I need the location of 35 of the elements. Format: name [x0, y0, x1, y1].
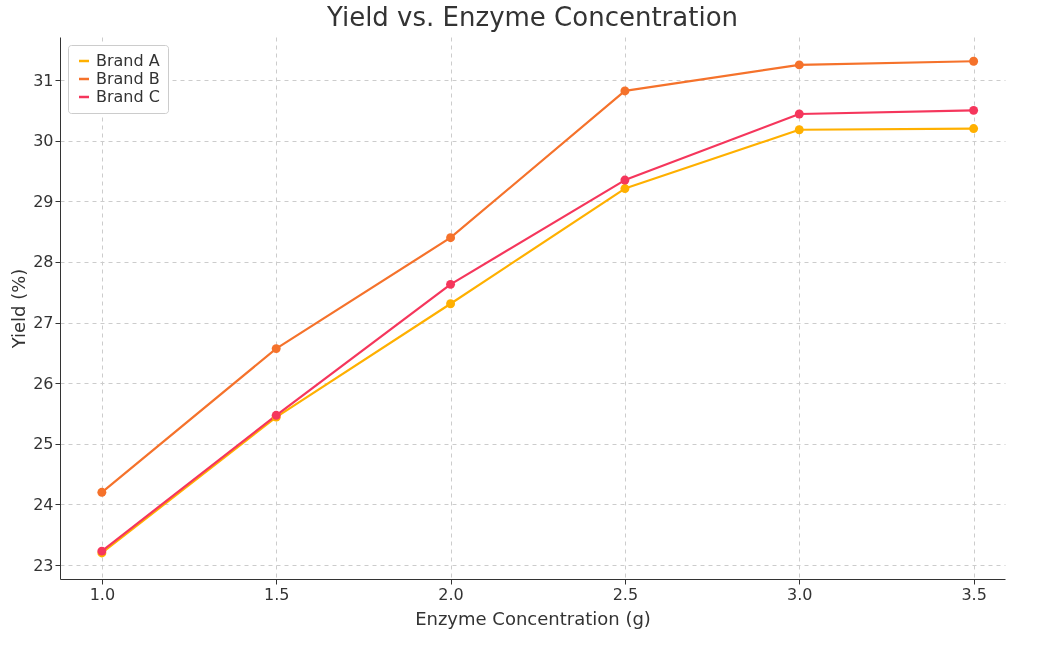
- point: [969, 124, 979, 134]
- y-tick-label: 30: [33, 131, 54, 151]
- point: [446, 233, 456, 243]
- x-tick-label: 1.0: [89, 584, 116, 604]
- point: [271, 344, 281, 354]
- y-tick-label: 27: [33, 313, 54, 333]
- y-axis-title: Yield (%): [8, 268, 30, 350]
- y-tick-label: 29: [33, 191, 54, 211]
- x-tick-label: 1.5: [263, 584, 290, 604]
- point: [969, 56, 979, 66]
- y-tick-label: 28: [33, 252, 54, 272]
- x-tick-label: 3.0: [787, 584, 813, 604]
- point: [620, 184, 630, 194]
- point: [446, 279, 456, 289]
- legend-label: Brand B: [96, 69, 160, 88]
- y-tick-label: 26: [33, 373, 54, 393]
- y-tick-label: 25: [33, 434, 54, 454]
- point: [97, 487, 107, 497]
- y-tick-label: 23: [33, 555, 54, 575]
- legend-label: Brand A: [96, 51, 160, 70]
- y-tick-label: 31: [33, 70, 54, 90]
- chart-title: Yield vs. Enzyme Concentration: [325, 2, 739, 32]
- y-tick-label: 24: [33, 494, 54, 514]
- point: [794, 109, 804, 119]
- x-tick-label: 3.5: [961, 584, 987, 604]
- point: [969, 105, 979, 115]
- point: [794, 125, 804, 135]
- point: [620, 86, 630, 96]
- point: [446, 299, 456, 309]
- point: [620, 175, 630, 185]
- legend-label: Brand C: [96, 87, 160, 106]
- x-axis-title: Enzyme Concentration (g): [415, 607, 651, 629]
- x-tick-label: 2.5: [612, 584, 639, 604]
- x-tick-label: 2.0: [438, 584, 464, 604]
- point: [794, 60, 804, 70]
